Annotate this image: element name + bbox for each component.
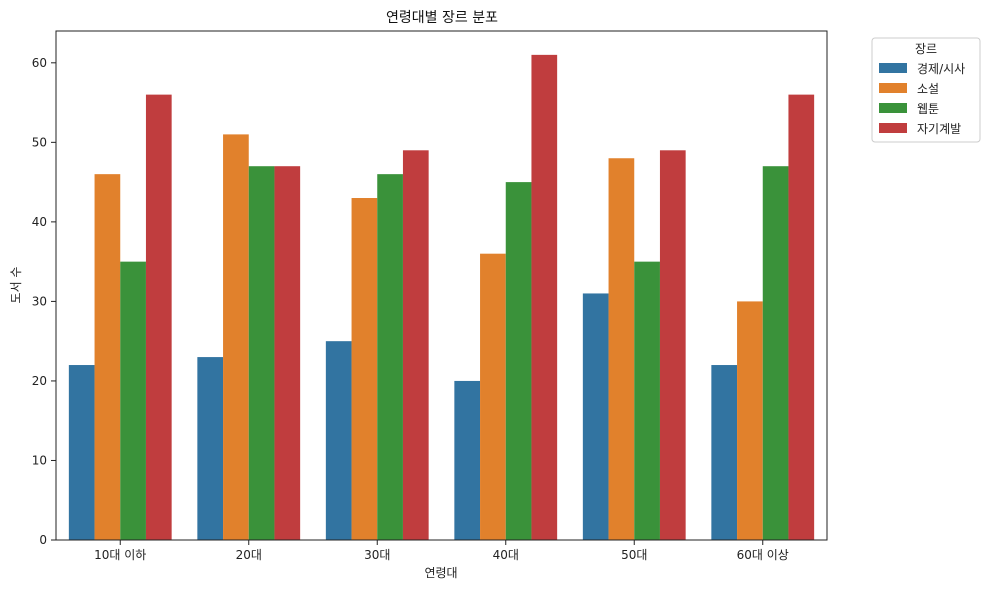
x-tick-label: 40대 — [493, 548, 519, 562]
bar-2-1 — [197, 357, 224, 540]
bar-3-4 — [402, 150, 429, 540]
y-tick-label: 50 — [32, 135, 47, 149]
bar-5-4 — [659, 150, 686, 540]
bar-6-1 — [711, 365, 738, 540]
x-tick-label: 20대 — [236, 548, 262, 562]
bar-5-2 — [608, 158, 635, 540]
bar-5-1 — [582, 293, 609, 540]
y-tick-label: 20 — [32, 374, 47, 388]
legend-label-3: 웹툰 — [917, 102, 939, 116]
x-tick-label: 60대 이상 — [737, 548, 789, 562]
legend-label-4: 자기계발 — [917, 122, 961, 136]
y-axis-label: 도서 수 — [9, 267, 23, 304]
legend-title: 장르 — [915, 42, 937, 56]
bar-1-3 — [120, 261, 146, 540]
x-tick-label: 10대 이하 — [94, 548, 146, 562]
bar-4-2 — [480, 253, 506, 540]
bar-5-3 — [634, 261, 660, 540]
x-axis-label: 연령대 — [424, 566, 457, 580]
bar-4-1 — [454, 380, 481, 540]
bar-3-2 — [351, 198, 378, 540]
bar-6-4 — [788, 94, 815, 540]
x-axis: 10대 이하 20대 30대 40대 50대 60대 이상 — [94, 540, 789, 562]
x-tick-label: 50대 — [621, 548, 647, 562]
bar-1-2 — [94, 174, 121, 540]
x-tick-label: 30대 — [364, 548, 390, 562]
bars-layer — [68, 54, 815, 540]
y-tick-label: 40 — [32, 215, 47, 229]
bar-1-4 — [145, 94, 172, 540]
y-tick-label: 60 — [32, 56, 47, 70]
plot-frame — [55, 30, 828, 541]
y-tick-label: 30 — [32, 294, 47, 308]
bar-3-3 — [377, 174, 403, 540]
bar-2-4 — [274, 166, 301, 540]
bar-1-1 — [68, 365, 95, 540]
y-axis: 0 10 20 30 40 50 60 — [32, 56, 56, 547]
y-tick-label: 0 — [39, 533, 47, 547]
legend-swatch-2 — [879, 83, 907, 93]
y-tick-label: 10 — [32, 453, 47, 467]
legend-swatch-1 — [879, 63, 907, 73]
legend-label-1: 경제/시사 — [917, 62, 965, 76]
bar-2-2 — [223, 134, 249, 540]
chart-title: 연령대별 장르 분포 — [386, 10, 498, 26]
legend-swatch-3 — [879, 103, 907, 113]
bar-6-3 — [762, 166, 789, 540]
bar-4-3 — [505, 182, 532, 540]
legend-label-2: 소설 — [917, 82, 939, 96]
bar-2-3 — [248, 166, 275, 540]
bar-6-2 — [737, 301, 763, 540]
bar-4-4 — [531, 54, 558, 540]
bar-3-1 — [325, 341, 352, 540]
legend-swatch-4 — [879, 123, 907, 133]
